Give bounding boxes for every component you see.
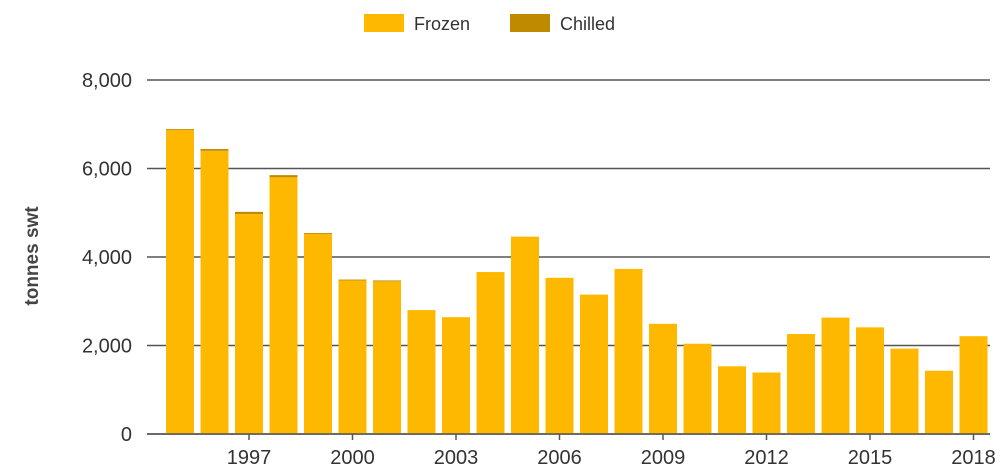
bar-frozen-1997 [235, 214, 263, 434]
legend-swatch-frozen [364, 14, 404, 32]
x-tick-label: 2018 [951, 447, 996, 469]
legend: Frozen Chilled [364, 14, 615, 34]
y-tick-label: 4,000 [82, 247, 132, 269]
bar-frozen-2000 [338, 280, 367, 434]
y-tick-label: 2,000 [82, 336, 132, 358]
bar-frozen-2009 [649, 323, 677, 434]
legend-swatch-chilled [510, 14, 550, 32]
bar-frozen-2013 [787, 333, 815, 434]
bar-frozen-2018 [959, 336, 988, 434]
y-tick-label: 6,000 [82, 159, 132, 181]
bar-chilled-1999 [304, 233, 332, 234]
bar-frozen-2007 [580, 294, 608, 434]
bar-chilled-2001 [373, 280, 401, 282]
y-axis: 0 2,000 4,000 6,000 8,000 [82, 70, 132, 446]
bar-frozen-2004 [476, 272, 505, 434]
bar-frozen-2010 [683, 343, 712, 434]
bar-frozen-2002 [407, 310, 436, 434]
y-tick-label: 0 [121, 424, 132, 446]
x-tick-label: 2006 [537, 447, 582, 469]
bar-frozen-1998 [269, 177, 298, 434]
bar-chilled-1997 [235, 211, 263, 215]
x-tick-label: 1997 [227, 447, 272, 469]
x-tick-label: 2012 [744, 447, 789, 469]
bar-frozen-1996 [200, 150, 229, 435]
bar-frozen-2016 [890, 348, 919, 434]
bar-chilled-2000 [338, 279, 367, 281]
x-axis: 1997 2000 2003 2006 2009 2012 2015 2018 [147, 433, 996, 469]
bar-chilled-1998 [269, 175, 298, 178]
bar-frozen-2001 [373, 281, 401, 434]
bar-frozen-2012 [752, 372, 781, 434]
bars [166, 129, 988, 435]
bar-frozen-1999 [304, 233, 332, 434]
bar-frozen-2011 [718, 366, 746, 434]
x-tick-label: 2009 [641, 447, 686, 469]
bar-frozen-2006 [545, 277, 574, 434]
bar-frozen-2017 [925, 370, 953, 434]
x-tick-label: 2003 [434, 447, 479, 469]
x-tick-label: 2000 [330, 447, 375, 469]
bar-frozen-2014 [821, 317, 850, 434]
bar-frozen-2003 [442, 317, 470, 434]
bar-frozen-2008 [614, 268, 643, 434]
y-axis-title: tonnes swt [22, 206, 43, 306]
legend-label-frozen: Frozen [414, 14, 470, 34]
bar-chilled-1996 [200, 149, 229, 151]
y-tick-label: 8,000 [82, 70, 132, 92]
bar-frozen-2015 [856, 327, 884, 434]
bar-frozen-2005 [511, 236, 539, 434]
bar-frozen-1995 [166, 130, 194, 434]
x-tick-label: 2015 [848, 447, 893, 469]
bar-chilled-1995 [166, 129, 194, 131]
legend-label-chilled: Chilled [560, 14, 615, 34]
